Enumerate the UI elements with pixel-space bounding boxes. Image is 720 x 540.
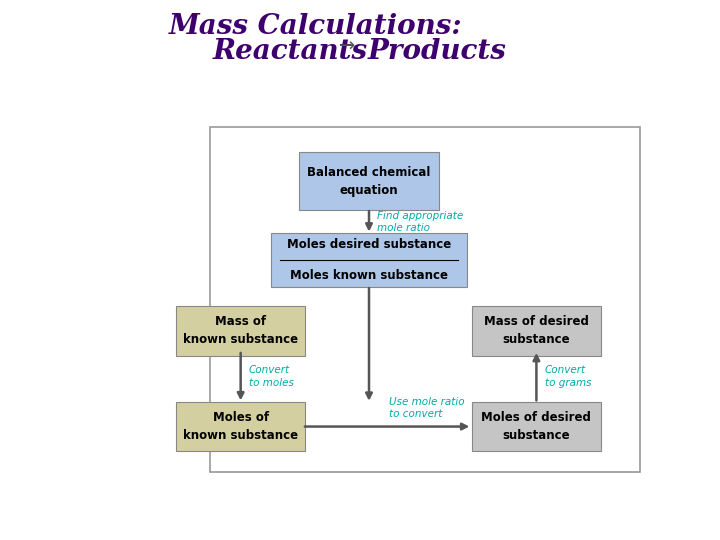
- FancyBboxPatch shape: [472, 306, 600, 356]
- FancyBboxPatch shape: [472, 402, 600, 451]
- Text: Moles desired substance: Moles desired substance: [287, 238, 451, 251]
- Text: Balanced chemical
equation: Balanced chemical equation: [307, 166, 431, 197]
- Text: Mass of desired
substance: Mass of desired substance: [484, 315, 589, 347]
- Text: Moles of
known substance: Moles of known substance: [183, 411, 298, 442]
- Text: Products: Products: [367, 38, 506, 65]
- Text: Use mole ratio
to convert: Use mole ratio to convert: [389, 397, 464, 419]
- Text: Find appropriate
mole ratio: Find appropriate mole ratio: [377, 211, 464, 233]
- Text: Moles known substance: Moles known substance: [290, 269, 448, 282]
- FancyBboxPatch shape: [300, 152, 438, 210]
- FancyBboxPatch shape: [176, 306, 305, 356]
- Text: Reactants: Reactants: [212, 38, 367, 65]
- Text: Mass Calculations:: Mass Calculations:: [169, 14, 463, 40]
- Bar: [210, 127, 639, 472]
- FancyBboxPatch shape: [271, 233, 467, 287]
- FancyBboxPatch shape: [176, 402, 305, 451]
- Text: →: →: [338, 37, 355, 56]
- Text: Convert
to grams: Convert to grams: [545, 366, 591, 388]
- Text: Moles of desired
substance: Moles of desired substance: [482, 411, 591, 442]
- Text: Mass of
known substance: Mass of known substance: [183, 315, 298, 347]
- Text: Convert
to moles: Convert to moles: [249, 366, 294, 388]
